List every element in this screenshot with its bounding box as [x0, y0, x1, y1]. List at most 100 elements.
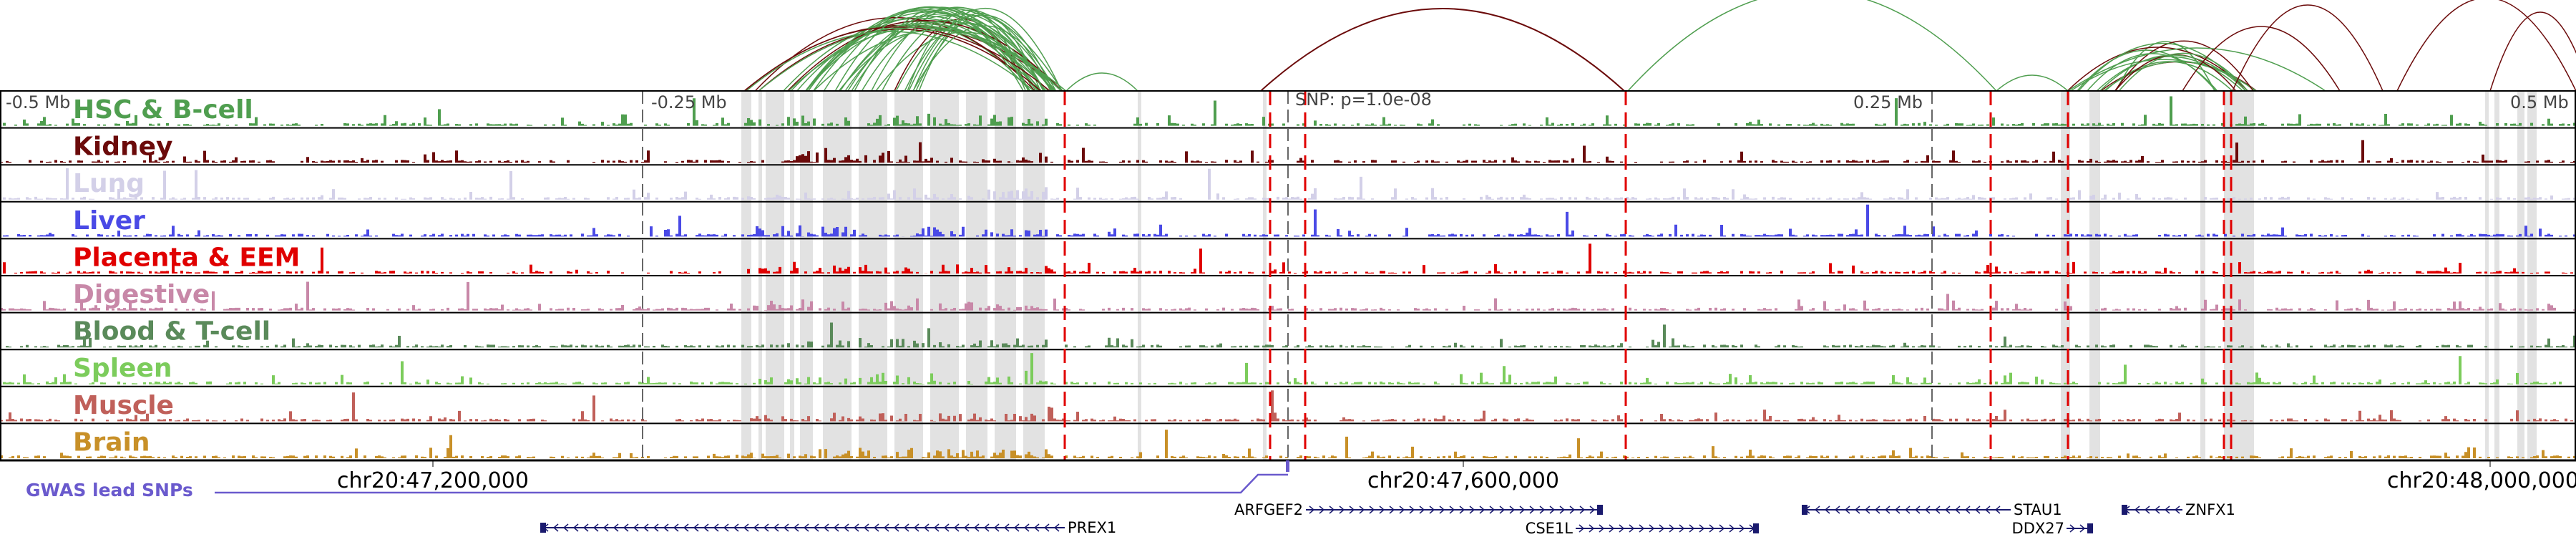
gene-track: PREX1 ARFGEF2 CSE1L STAU1 DDX27 ZNFX1: [540, 501, 2235, 537]
interaction-arc: [2396, 0, 2576, 92]
strand-arrow: [1319, 505, 1325, 514]
interaction-arc: [813, 29, 1063, 92]
strand-arrow: [1659, 524, 1665, 533]
interaction-arc: [1065, 72, 1138, 92]
strand-arrow: [783, 523, 789, 532]
strand-arrow: [893, 523, 899, 532]
strand-arrow: [1629, 524, 1635, 533]
track-label: Spleen: [73, 354, 172, 383]
strand-arrow: [613, 523, 619, 532]
strand-arrow: [1439, 505, 1445, 514]
strand-arrow: [1379, 505, 1385, 514]
strand-arrow: [572, 523, 579, 532]
strand-arrow: [913, 523, 919, 532]
coordinate-label: chr20:48,000,000: [2387, 468, 2576, 493]
strand-arrow: [733, 523, 739, 532]
track-label: Kidney: [73, 132, 173, 162]
strand-arrow: [1043, 523, 1050, 532]
strand-arrow: [2164, 505, 2170, 514]
interaction-arc: [908, 8, 1063, 92]
strand-arrow: [663, 523, 669, 532]
strand-arrow: [1469, 505, 1475, 514]
strand-arrow: [883, 523, 889, 532]
gene-exon: [1753, 523, 1759, 533]
strand-arrow: [673, 523, 679, 532]
gene-exon: [1597, 505, 1603, 515]
strand-arrow: [1639, 524, 1645, 533]
strand-arrow: [843, 523, 849, 532]
interaction-arc: [743, 26, 1050, 92]
strand-arrow: [1389, 505, 1395, 514]
strand-arrow: [1569, 505, 1576, 514]
strand-arrow: [1649, 524, 1655, 533]
strand-arrow: [1609, 524, 1615, 533]
gene-label: STAU1: [2014, 501, 2062, 518]
strand-arrow: [1904, 505, 1911, 514]
strand-arrow: [1339, 505, 1345, 514]
strand-arrow: [1549, 505, 1556, 514]
strand-arrow: [1579, 505, 1586, 514]
strand-arrow: [1884, 505, 1890, 514]
strand-arrow: [1699, 524, 1705, 533]
strand-arrow: [753, 523, 759, 532]
gwas-snp-marker[interactable]: [1286, 460, 1289, 472]
strand-arrow: [1719, 524, 1725, 533]
interaction-arc: [1260, 8, 1625, 92]
strand-arrow: [552, 523, 559, 532]
strand-arrow: [643, 523, 649, 532]
strand-arrow: [2069, 524, 2076, 533]
interaction-arc: [2118, 52, 2248, 92]
strand-arrow: [1964, 505, 1971, 514]
strand-arrow: [1359, 505, 1365, 514]
track-label: Lung: [73, 169, 145, 198]
strand-arrow: [1589, 505, 1596, 514]
strand-arrow: [2174, 505, 2180, 514]
strand-arrow: [873, 523, 879, 532]
strand-arrow: [693, 523, 699, 532]
strand-arrow: [1739, 524, 1745, 533]
strand-arrow: [592, 523, 599, 532]
strand-arrow: [723, 523, 729, 532]
strand-arrow: [1824, 505, 1830, 514]
gene-label: ZNFX1: [2185, 501, 2235, 518]
interaction-arc: [912, 25, 1057, 92]
strand-arrow: [853, 523, 859, 532]
strand-arrow: [1669, 524, 1675, 533]
interaction-arcs: [743, 0, 2576, 92]
gene-exon: [1802, 505, 1807, 515]
strand-arrow: [2144, 505, 2150, 514]
strand-arrow: [833, 523, 839, 532]
interaction-arc: [2067, 47, 2249, 92]
gene-label: DDX27: [2012, 520, 2064, 537]
interaction-arc: [1627, 0, 1997, 92]
strand-arrow: [903, 523, 909, 532]
strand-arrow: [1419, 505, 1425, 514]
interaction-arc: [904, 14, 1051, 92]
strand-arrow: [1369, 505, 1375, 514]
gene-exon: [2087, 523, 2093, 533]
strand-arrow: [1844, 505, 1850, 514]
strand-arrow: [993, 523, 1000, 532]
strand-arrow: [683, 523, 689, 532]
strand-arrow: [562, 523, 569, 532]
strand-arrow: [1914, 505, 1921, 514]
strand-arrow: [623, 523, 629, 532]
track-label: Placenta & EEM: [73, 243, 300, 272]
strand-arrow: [813, 523, 819, 532]
strand-arrow: [823, 523, 829, 532]
interaction-arc: [834, 6, 1024, 92]
interaction-arc: [2078, 42, 2246, 92]
strand-arrow: [1689, 524, 1695, 533]
distance-label: 0.5 Mb: [2510, 92, 2569, 112]
strand-arrow: [1934, 505, 1941, 514]
strand-arrow: [1479, 505, 1485, 514]
signal-track-0: [0, 96, 2576, 126]
strand-arrow: [2079, 524, 2086, 533]
strand-arrow: [1984, 505, 1991, 514]
strand-arrow: [1854, 505, 1860, 514]
track-label: Blood & T-cell: [73, 317, 270, 347]
strand-arrow: [1033, 523, 1040, 532]
interaction-arc: [861, 19, 1030, 92]
strand-arrow: [1053, 523, 1060, 532]
strand-arrow: [633, 523, 639, 532]
